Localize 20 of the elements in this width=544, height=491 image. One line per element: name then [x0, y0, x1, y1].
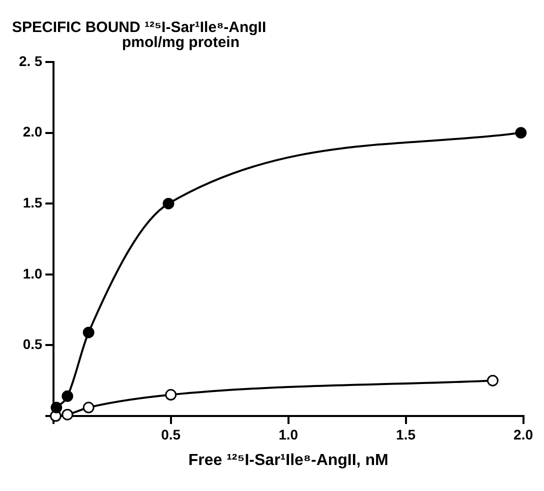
x-tick-label: 1.5 [396, 426, 416, 442]
y-tick-label: 2.0 [22, 124, 43, 140]
y-tick-label: 1.5 [22, 194, 43, 210]
point [165, 389, 177, 401]
x-tick-label: 2.0 [514, 426, 534, 442]
point [486, 374, 498, 386]
point [62, 408, 74, 420]
y-tick-label: 1.0 [22, 265, 43, 282]
x-axis-title: Free ¹²⁵I-Sar¹Ile⁸-AngII, nM [188, 452, 388, 469]
x-tick-label: 1.0 [278, 426, 298, 442]
point [50, 402, 62, 414]
y-tick-label: 0.5 [22, 336, 43, 352]
point [515, 127, 527, 139]
x-tick-label: 0.5 [161, 426, 181, 442]
point [162, 198, 174, 210]
y-axis-title: SPECIFIC BOUND ¹²⁵I-Sar¹Ile⁸-AngII pmol/mg protein [12, 19, 268, 51]
point [62, 390, 74, 402]
y-tick-label: 2. 5 [18, 52, 43, 69]
point [82, 402, 94, 414]
point [82, 326, 94, 338]
